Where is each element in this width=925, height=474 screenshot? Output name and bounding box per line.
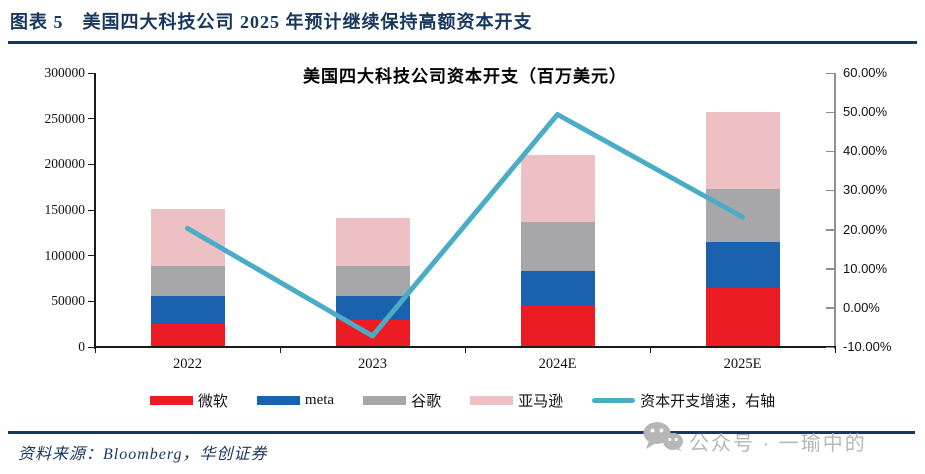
y-axis-label: 300000 (44, 65, 86, 80)
bar-segment (705, 112, 780, 189)
legend-label: 资本开支增速，右轴 (640, 394, 776, 410)
legend-swatch (363, 396, 407, 405)
x-axis-label: 2025E (723, 356, 762, 372)
bar-segment (150, 209, 225, 266)
x-axis-label: 2024E (538, 356, 577, 372)
secondary-y-axis-label: 20.00% (843, 221, 888, 237)
bar-segment (705, 241, 780, 289)
secondary-y-axis-label: 0.00% (843, 299, 880, 315)
legend-label: 微软 (197, 394, 228, 410)
y-axis-tick (88, 118, 95, 120)
legend-label: 亚马逊 (518, 394, 564, 410)
bar-segment (335, 265, 410, 296)
legend-swatch (592, 397, 636, 404)
bar-segment (705, 288, 780, 346)
secondary-y-axis-tick (826, 307, 834, 309)
y-axis-tick (88, 163, 95, 166)
bar-segment (520, 155, 595, 222)
x-axis-tick (465, 348, 467, 353)
header-divider (8, 41, 917, 44)
x-axis-label: 2022 (173, 356, 202, 372)
secondary-y-axis-tick (826, 111, 834, 114)
legend-item: 微软 (149, 390, 228, 411)
y-axis-label: 200000 (44, 156, 86, 172)
bar-segment (335, 218, 410, 266)
legend-item: 资本开支增速，右轴 (592, 390, 775, 411)
source-note: 资料来源：Bloomberg，华创证券 (18, 446, 268, 463)
x-axis-tick (280, 348, 282, 353)
x-axis-tick (95, 348, 97, 353)
y-axis-tick (88, 346, 95, 348)
secondary-y-axis-tick (826, 229, 834, 231)
x-axis-tick (835, 348, 837, 353)
bar-segment (150, 295, 225, 325)
secondary-y-axis-label: 30.00% (843, 182, 888, 198)
legend-item: meta (256, 392, 335, 409)
growth-line (185, 112, 745, 339)
legend-swatch (149, 396, 193, 405)
x-axis-line (94, 346, 836, 348)
secondary-y-axis-tick (826, 346, 834, 348)
secondary-y-axis-line (834, 73, 836, 349)
secondary-y-axis-label: 40.00% (843, 143, 888, 159)
secondary-y-axis-label: 60.00% (843, 65, 888, 80)
y-axis-tick (88, 209, 95, 211)
legend-label: meta (304, 392, 335, 408)
watermark-text: 公众号 · 一瑜中的 (689, 433, 867, 455)
bar-segment (520, 221, 595, 272)
y-axis-tick (88, 300, 95, 303)
legend-swatch (470, 396, 514, 405)
bar-segment (520, 271, 595, 306)
secondary-y-axis-tick (826, 189, 834, 192)
y-axis-label: 250000 (44, 110, 86, 126)
secondary-y-axis-label: 50.00% (843, 104, 888, 120)
chart-legend: 微软 meta 谷歌 亚马逊 资本开支增速，右轴 (40, 390, 885, 411)
x-axis-tick (650, 348, 652, 353)
figure-title: 图表 5 美国四大科技公司 2025 年预计继续保持高额资本开支 (10, 12, 533, 32)
legend-swatch (256, 396, 300, 405)
bar-segment (150, 324, 225, 346)
footer-divider (8, 431, 915, 434)
growth-line-layer (185, 112, 745, 339)
secondary-y-axis-label: -10.00% (843, 339, 892, 354)
plot-area: 300000 250000 200000 150000 100000 50000 0 60.0… (45, 65, 892, 372)
y-axis-tick (88, 255, 95, 257)
legend-label: 谷歌 (411, 394, 442, 410)
secondary-y-axis-tick (826, 268, 834, 270)
legend-item: 亚马逊 (470, 390, 563, 411)
y-axis-tick (88, 72, 95, 74)
bar-segment (520, 305, 595, 346)
secondary-y-axis-tick (826, 150, 834, 153)
x-axis-label: 2023 (358, 356, 387, 372)
wechat-icon (643, 422, 683, 452)
y-axis-label: 50000 (51, 293, 85, 309)
watermark: 公众号 · 一瑜中的 (642, 421, 867, 456)
y-axis-label: 100000 (44, 247, 86, 263)
y-axis-line (94, 73, 96, 349)
secondary-y-axis-tick (826, 72, 834, 74)
legend-item: 谷歌 (363, 390, 441, 411)
chart-title: 美国四大科技公司资本开支（百万美元） (303, 67, 627, 86)
secondary-y-axis-label: 10.00% (843, 260, 888, 276)
y-axis-label: 0 (78, 339, 85, 354)
y-axis-label: 150000 (44, 202, 86, 217)
bar-segment (150, 265, 225, 296)
